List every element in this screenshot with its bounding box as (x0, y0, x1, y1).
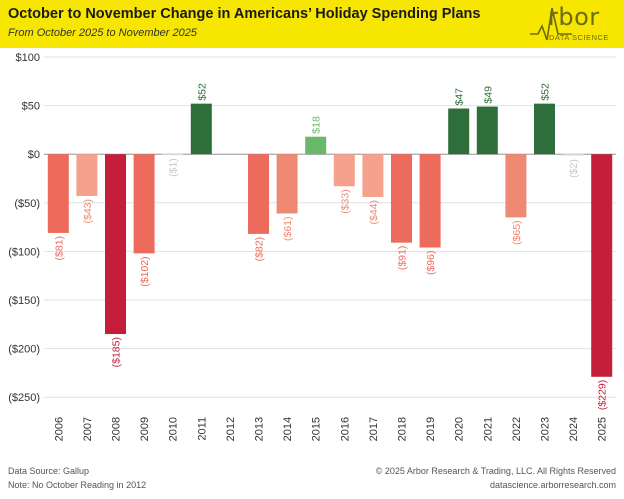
x-tick-label: 2022 (511, 417, 523, 441)
data-label-2023: $52 (540, 83, 552, 101)
data-label-2024: ($2) (568, 159, 580, 178)
logo-word: rbor (548, 3, 600, 31)
bar-2014 (276, 154, 298, 214)
x-tick-label: 2018 (397, 417, 409, 441)
bar-2008 (105, 154, 126, 335)
data-label-2016: ($33) (339, 189, 351, 214)
y-tick-label: ($100) (8, 246, 40, 258)
x-tick-label: 2020 (454, 417, 466, 441)
x-tick-label: 2016 (339, 417, 351, 441)
bar-2024 (562, 154, 584, 157)
bar-2011 (190, 103, 212, 155)
bar-2023 (534, 103, 555, 155)
data-label-2020: $47 (454, 88, 466, 106)
footer-website: datascience.arborresearch.com (489, 480, 616, 490)
bar-2016 (333, 154, 355, 187)
data-label-2008: ($185) (111, 337, 123, 367)
data-label-2019: ($96) (425, 251, 437, 276)
bar-2017 (362, 154, 384, 197)
data-label-2015: $18 (311, 116, 323, 134)
logo-subtitle: DATA SCIENCE (549, 33, 609, 42)
footer-copyright: © 2025 Arbor Research & Trading, LLC. Al… (375, 466, 616, 476)
arbor-logo-icon (530, 7, 572, 41)
data-label-2021: $49 (482, 86, 494, 104)
x-tick-label: 2011 (196, 417, 208, 441)
x-tick-label: 2008 (111, 417, 123, 441)
x-tick-label: 2019 (425, 417, 437, 441)
footer-note: Note: No October Reading in 2012 (8, 480, 147, 490)
bar-2022 (505, 154, 527, 218)
x-tick-label: 2021 (482, 417, 494, 441)
data-label-2009: ($102) (139, 256, 151, 286)
x-tick-label: 2024 (568, 417, 580, 441)
bar-2006 (47, 154, 69, 233)
bar-2018 (391, 154, 412, 243)
y-tick-label: ($200) (8, 344, 40, 356)
title-banner (0, 0, 624, 48)
y-tick-label: ($150) (8, 295, 40, 307)
y-tick-label: $100 (16, 52, 40, 64)
bar-2007 (76, 154, 98, 196)
x-tick-label: 2015 (311, 417, 323, 441)
x-tick-label: 2007 (82, 417, 94, 441)
data-label-2025: ($229) (597, 380, 609, 410)
data-label-2013: ($82) (254, 237, 266, 262)
y-tick-label: $0 (28, 149, 40, 161)
x-tick-label: 2023 (540, 417, 552, 441)
data-label-2014: ($61) (282, 216, 294, 241)
bar-2015 (305, 136, 327, 155)
bar-2013 (248, 154, 269, 234)
data-label-2010: ($1) (168, 158, 180, 177)
bar-2010 (162, 154, 184, 156)
bar-2019 (419, 154, 441, 248)
data-label-2018: ($91) (397, 246, 409, 271)
x-tick-label: 2009 (139, 417, 151, 441)
x-tick-label: 2010 (168, 417, 180, 441)
chart-subtitle: From October 2025 to November 2025 (8, 27, 197, 39)
footer-source: Data Source: Gallup (8, 466, 90, 476)
y-tick-label: ($50) (14, 198, 40, 210)
x-tick-label: 2013 (254, 417, 266, 441)
x-tick-label: 2006 (53, 417, 65, 441)
chart-title: October to November Change in Americans’… (8, 6, 481, 22)
x-tick-label: 2017 (368, 417, 380, 441)
bar-2009 (133, 154, 155, 254)
data-label-2017: ($44) (368, 200, 380, 225)
bar-2021 (476, 106, 498, 155)
x-tick-label: 2025 (597, 417, 609, 441)
bar-2025 (591, 154, 613, 377)
data-label-2022: ($65) (511, 220, 523, 245)
y-tick-label: $50 (22, 101, 40, 113)
x-tick-label: 2014 (282, 417, 294, 441)
data-label-2007: ($43) (82, 199, 94, 224)
data-label-2011: $52 (196, 83, 208, 101)
bar-2020 (448, 108, 470, 155)
y-tick-label: ($250) (8, 392, 40, 404)
bar-chart: $100 $50 $0 ($50) ($100) ($150) ($200) ($250) ($… (8, 52, 616, 441)
data-label-2006: ($81) (53, 236, 65, 261)
x-tick-label: 2012 (225, 417, 237, 441)
